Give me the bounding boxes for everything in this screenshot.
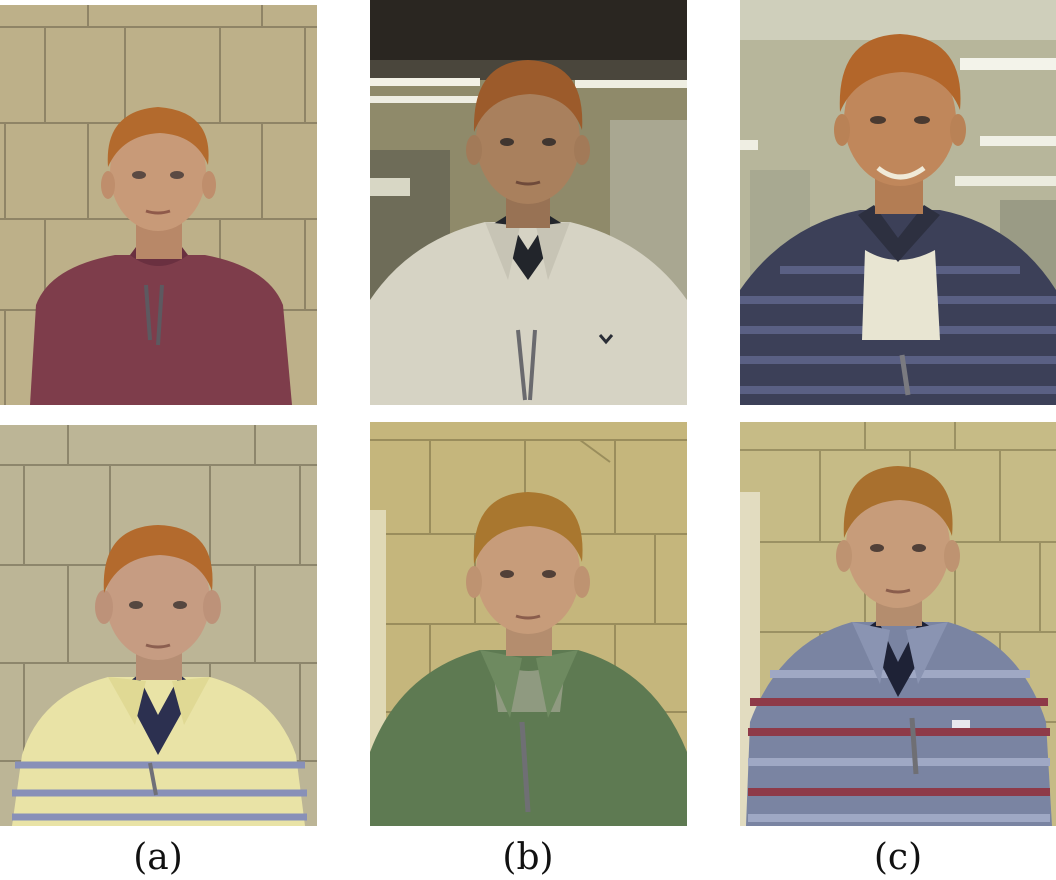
photo-a-top [0,5,317,405]
caption-c: (c) [873,837,923,878]
portrait-maroon-shirt [0,5,317,405]
portrait-blue-red-striped-polo [740,422,1056,826]
photo-b-bottom [370,422,687,826]
portrait-white-polo [370,0,687,405]
photo-b-top [370,0,687,405]
photo-c-bottom [740,422,1056,826]
portrait-green-polo [370,422,687,826]
caption-b: (b) [502,837,554,878]
caption-a: (a) [133,837,183,878]
photo-a-bottom [0,425,317,826]
portrait-navy-striped-polo [740,0,1056,405]
photo-c-top [740,0,1056,405]
portrait-yellow-striped-polo [0,425,317,826]
